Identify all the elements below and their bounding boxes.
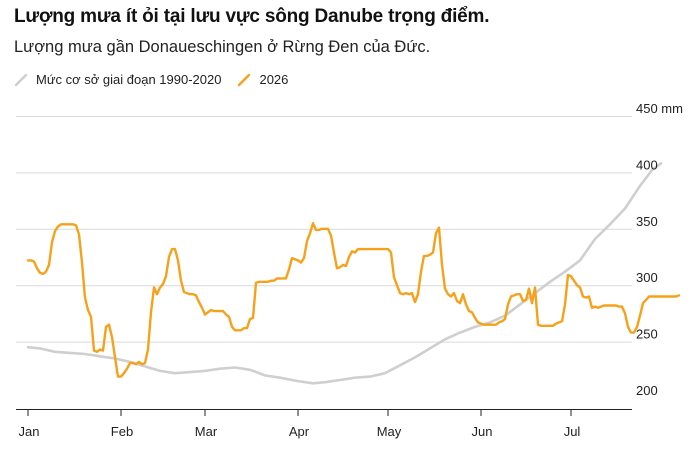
chart-title: Lượng mưa ít ỏi tại lưu vực sông Danube … [14, 6, 490, 27]
x-tick-label-jul: Jul [564, 424, 581, 439]
y-tick-label-250: 250 [636, 327, 658, 342]
series-line-2026 [26, 222, 681, 378]
x-tick-label-feb: Feb [111, 424, 133, 439]
y-tick-label-450: 450 mm [636, 101, 683, 116]
legend-item-baseline: Mức cơ sở giai đoạn 1990-2020 [14, 72, 221, 87]
x-tick-label-mar: Mar [195, 424, 218, 439]
legend-label-baseline: Mức cơ sở giai đoạn 1990-2020 [36, 72, 222, 87]
grid-layer [16, 116, 632, 399]
y-tick-label-200: 200 [636, 383, 658, 398]
y-axis: 200 250 300 350 400 450 mm [636, 101, 683, 398]
x-axis: Jan Feb Mar Apr May Jun Jul [16, 409, 632, 439]
legend-item-2026: 2026 [237, 72, 288, 87]
series-layer [26, 162, 681, 385]
y-tick-label-300: 300 [636, 270, 658, 285]
chart-subtitle: Lượng mưa gần Donaueschingen ở Rừng Đen … [14, 38, 431, 56]
x-tick-label-jan: Jan [19, 424, 40, 439]
x-tick-label-jun: Jun [472, 424, 493, 439]
y-tick-label-350: 350 [636, 214, 658, 229]
x-tick-label-apr: Apr [289, 424, 310, 439]
series-line-baseline [26, 162, 663, 385]
x-tick-label-may: May [377, 424, 402, 439]
y-tick-label-400: 400 [636, 157, 658, 172]
legend-label-2026: 2026 [259, 72, 289, 87]
legend-swatch-baseline-icon [14, 73, 28, 86]
legend-swatch-2026-icon [238, 73, 251, 86]
legend: Mức cơ sở giai đoạn 1990-2020 2026 [14, 72, 304, 87]
